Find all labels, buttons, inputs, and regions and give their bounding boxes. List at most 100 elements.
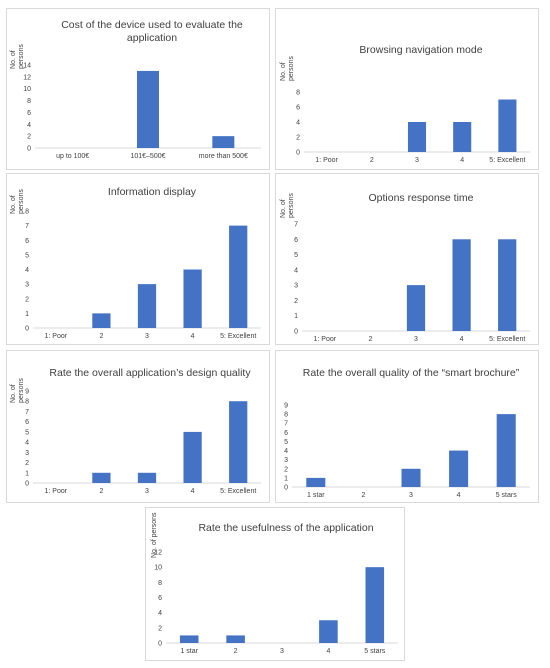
y-tick-label: 2: [294, 298, 298, 305]
x-tick-label: 5 stars: [364, 648, 386, 655]
x-tick-label: more than 500€: [199, 153, 248, 160]
y-tick-label: 5: [25, 429, 29, 436]
y-tick-label: 7: [294, 222, 298, 229]
y-tick-label: 6: [294, 237, 298, 244]
chart-panel-browsing: Browsing navigation mode No. of persons …: [275, 8, 539, 170]
bar: [401, 468, 421, 487]
y-tick-label: 6: [25, 419, 29, 426]
y-tick-label: 2: [296, 135, 300, 142]
x-tick-label: 3: [145, 333, 149, 340]
x-tick-label: 3: [415, 157, 419, 164]
y-tick-label: 0: [296, 150, 300, 157]
bar: [319, 620, 338, 643]
bar: [92, 472, 111, 483]
y-tick-label: 3: [25, 450, 29, 457]
bar: [229, 225, 248, 328]
chart-panel-design-quality: Rate the overall application’s design qu…: [6, 350, 270, 503]
x-tick-label: 5: Excellent: [220, 488, 256, 495]
chart-svg: 0 2 4 6 8 1: Poor 2 3 4 5: Excellent: [296, 90, 530, 164]
y-tick-label: 0: [25, 481, 29, 488]
bar: [92, 313, 111, 328]
x-tick-label: 4: [457, 492, 461, 499]
y-tick-label: 7: [284, 421, 288, 428]
chart-title: Information display: [107, 186, 197, 198]
y-tick-label: 9: [284, 403, 288, 410]
y-tick-label: 0: [158, 641, 162, 648]
y-tick-label: 3: [25, 282, 29, 289]
y-tick-label: 9: [25, 389, 29, 396]
x-tick-label: 3: [414, 336, 418, 343]
x-tick-label: 5: Excellent: [489, 157, 525, 164]
chart-title: Rate the overall application’s design qu…: [49, 367, 251, 379]
y-tick-label: 5: [25, 252, 29, 259]
chart-svg: 0 1 2 3 4 5 6 7 8 9 1: Poor 2 3 4 5: Excellent: [25, 389, 261, 495]
y-tick-label: 0: [284, 485, 288, 492]
y-tick-label: 2: [25, 296, 29, 303]
bar: [449, 450, 469, 487]
y-tick-label: 8: [25, 209, 29, 216]
bar: [137, 70, 159, 148]
x-tick-label: 1: Poor: [315, 157, 338, 164]
y-tick-label: 0: [294, 329, 298, 336]
y-tick-label: 0: [27, 146, 31, 153]
y-tick-label: 1: [284, 475, 288, 482]
chart-svg: 0 1 2 3 4 5 6 7 8 9 1 star 2 3 4 5 stars: [284, 403, 530, 499]
y-tick-label: 3: [284, 457, 288, 464]
bar: [226, 635, 245, 643]
y-tick-label: 12: [23, 74, 31, 81]
x-tick-label: 1: Poor: [314, 336, 337, 343]
y-tick-label: 4: [296, 120, 300, 127]
y-tick-label: 2: [284, 466, 288, 473]
x-tick-label: 4: [191, 488, 195, 495]
bar: [179, 635, 199, 643]
chart-panel-cost: Cost of the device used to evaluate the …: [6, 8, 270, 170]
x-tick-label: 2: [370, 157, 374, 164]
y-tick-label: 4: [27, 122, 31, 129]
y-tick-label: 4: [25, 440, 29, 447]
bar: [406, 285, 426, 331]
y-tick-label: 0: [25, 326, 29, 333]
y-tick-label: 4: [25, 267, 29, 274]
chart-svg: 0 2 4 6 8 10 12 1 star 2 3 4 5 stars: [154, 550, 398, 655]
x-tick-label: 1 star: [180, 648, 198, 655]
y-tick-label: 2: [158, 625, 162, 632]
chart-svg: 0 1 2 3 4 5 6 7 1: Poor 2 3 4 5: Excellent: [294, 222, 530, 343]
x-tick-label: up to 100€: [56, 153, 89, 160]
y-tick-label: 7: [25, 409, 29, 416]
chart-title: Options response time: [368, 192, 474, 204]
x-tick-label: 5 stars: [496, 492, 518, 499]
x-tick-label: 3: [409, 492, 413, 499]
bar: [212, 136, 235, 148]
y-tick-label: 6: [284, 430, 288, 437]
x-tick-label: 3: [145, 488, 149, 495]
y-tick-label: 4: [294, 267, 298, 274]
bar: [183, 269, 202, 328]
y-tick-label: 2: [25, 460, 29, 467]
y-tick-label: 8: [296, 90, 300, 97]
bar: [137, 472, 157, 483]
y-tick-label: 1: [294, 313, 298, 320]
y-tick-label: 1: [25, 311, 29, 318]
bar: [229, 401, 248, 483]
y-tick-label: 4: [158, 610, 162, 617]
x-tick-label: 101€–500€: [130, 153, 165, 160]
x-tick-label: 5: Excellent: [489, 336, 525, 343]
bar: [365, 567, 385, 643]
chart-panel-smart-brochure: Rate the overall quality of the “smart b…: [275, 350, 539, 503]
y-tick-label: 5: [284, 439, 288, 446]
y-tick-label: 8: [27, 98, 31, 105]
x-tick-label: 2: [234, 648, 238, 655]
x-tick-label: 3: [280, 648, 284, 655]
y-tick-label: 8: [284, 412, 288, 419]
x-tick-label: 4: [191, 333, 195, 340]
x-tick-label: 2: [361, 492, 365, 499]
chart-title: Rate the overall quality of the “smart b…: [302, 367, 520, 379]
bar: [496, 414, 516, 487]
y-tick-label: 8: [25, 399, 29, 406]
x-tick-label: 4: [460, 157, 464, 164]
chart-svg: 0 1 2 3 4 5 6 7 8 1: Poor 2 3 4 5: Excellent: [25, 209, 261, 340]
y-tick-label: 10: [154, 565, 162, 572]
y-tick-label: 6: [296, 105, 300, 112]
x-tick-label: 4: [326, 648, 330, 655]
